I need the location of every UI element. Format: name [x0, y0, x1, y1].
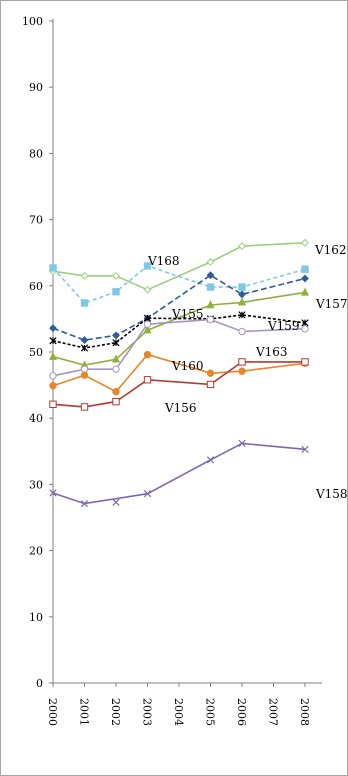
y-tick-label: 70	[29, 214, 43, 227]
x-tick-label: 2002	[109, 698, 122, 726]
series-label-v162: V162	[314, 243, 347, 257]
data-point	[143, 350, 152, 359]
data-point	[49, 324, 57, 333]
axes: 0 10 20 30 40 50 60 70 80 90 100 2000 2001 2002 2003 20…	[22, 15, 322, 726]
data-point	[80, 499, 89, 508]
data-point	[80, 336, 89, 344]
series-label-v159: V159	[267, 319, 300, 333]
data-point	[112, 498, 120, 506]
data-point	[49, 382, 57, 390]
data-point	[301, 265, 309, 273]
x-tick-label: 2000	[46, 698, 59, 726]
data-point	[143, 262, 152, 270]
data-point	[112, 271, 120, 280]
data-point	[49, 372, 57, 380]
data-point	[238, 290, 246, 299]
series-v158	[49, 439, 309, 508]
data-point	[206, 380, 215, 389]
data-point	[238, 242, 246, 250]
data-point	[301, 325, 309, 333]
series-label-v168: V168	[147, 254, 180, 268]
data-point	[48, 351, 58, 360]
series-line	[52, 442, 306, 505]
data-point	[143, 285, 152, 294]
y-tick-label: 90	[29, 81, 43, 94]
y-tick-label: 100	[22, 15, 43, 28]
series-v168	[49, 262, 309, 307]
data-point	[206, 258, 215, 266]
series-label-v155: V155	[171, 307, 204, 321]
x-tick-label: 2007	[267, 698, 280, 726]
data-point	[206, 369, 215, 377]
data-point	[206, 271, 215, 280]
series-label-v163: V163	[255, 345, 288, 359]
data-point	[206, 300, 215, 309]
data-point	[49, 489, 57, 497]
data-point	[238, 367, 246, 375]
data-point	[49, 337, 57, 345]
data-point	[143, 490, 152, 498]
data-point	[80, 371, 89, 379]
series-group	[48, 238, 310, 508]
y-tick-label: 10	[29, 611, 43, 624]
data-point	[238, 283, 246, 291]
data-point	[206, 315, 215, 324]
series-label-v158: V158	[315, 487, 348, 501]
data-point	[143, 376, 152, 384]
series-label-v156: V156	[164, 401, 197, 415]
data-point	[112, 331, 120, 340]
data-point	[80, 403, 89, 411]
y-tick-label: 0	[36, 677, 43, 690]
y-tick-label: 50	[29, 346, 43, 359]
data-point	[301, 238, 309, 247]
data-point	[80, 271, 89, 280]
data-point	[238, 439, 246, 447]
x-tick-label: 2006	[235, 698, 248, 726]
x-tick-label: 2008	[298, 698, 311, 726]
data-point	[206, 456, 215, 464]
y-tick-label: 30	[29, 478, 43, 491]
series-label-v160: V160	[171, 359, 204, 373]
series-v155	[49, 315, 309, 380]
data-point	[238, 327, 246, 336]
y-tick-label: 80	[29, 147, 43, 160]
data-point	[112, 365, 120, 373]
series-labels: V162 V168 V157 V159 V155 V163 V160 V156 V158	[147, 243, 348, 501]
x-tick-label: 2003	[141, 698, 154, 726]
data-point	[300, 287, 310, 296]
series-label-v157: V157	[315, 297, 348, 311]
data-point	[301, 445, 309, 453]
data-point	[111, 354, 121, 363]
data-point	[301, 319, 309, 327]
data-point	[238, 311, 246, 319]
data-point	[206, 283, 215, 291]
data-point	[143, 320, 152, 328]
x-tick-label: 2004	[172, 698, 185, 726]
y-tick-label: 20	[29, 545, 43, 558]
series-v157	[48, 287, 310, 369]
data-point	[112, 397, 120, 406]
data-point	[49, 264, 57, 272]
data-point	[238, 358, 246, 366]
series-unlabeled	[112, 498, 120, 506]
data-point	[80, 299, 89, 307]
y-tick-label: 60	[29, 280, 43, 293]
data-point	[80, 365, 89, 373]
data-point	[143, 325, 152, 334]
data-point	[112, 288, 120, 296]
data-point	[80, 344, 89, 352]
y-tick-label: 40	[29, 412, 43, 425]
series-v162	[49, 238, 309, 294]
data-point	[49, 400, 57, 408]
data-point	[112, 339, 120, 347]
data-point	[301, 274, 309, 283]
data-point	[237, 297, 247, 306]
data-point	[112, 388, 120, 396]
x-tick-label: 2005	[204, 698, 217, 726]
series-v156	[49, 358, 309, 411]
x-tick-label: 2001	[78, 698, 91, 726]
data-point	[143, 314, 152, 322]
data-point	[301, 358, 309, 366]
